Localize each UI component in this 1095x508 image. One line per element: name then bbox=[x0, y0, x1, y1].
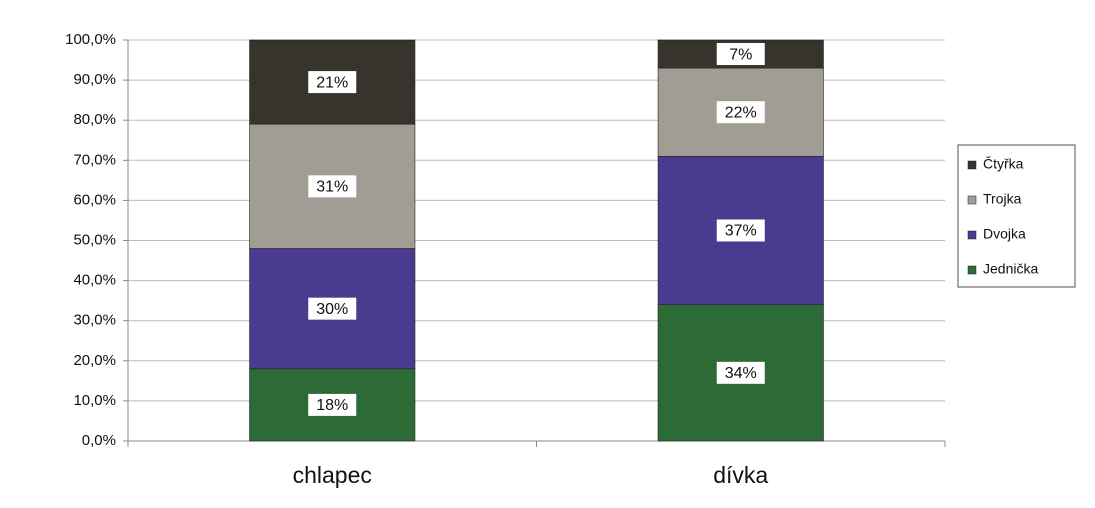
value-label: 7% bbox=[729, 46, 752, 63]
y-tick-label: 40,0% bbox=[73, 272, 116, 289]
y-tick-label: 10,0% bbox=[73, 392, 116, 409]
legend-swatch bbox=[967, 195, 977, 205]
y-tick-label: 80,0% bbox=[73, 111, 116, 128]
value-label-box bbox=[716, 219, 765, 242]
value-label-box bbox=[308, 71, 357, 94]
value-label-box bbox=[308, 297, 357, 320]
y-tick-label: 90,0% bbox=[73, 71, 116, 88]
x-tick-label: chlapec bbox=[293, 462, 372, 488]
legend-label: Dvojka bbox=[983, 226, 1026, 242]
y-tick-label: 30,0% bbox=[73, 312, 116, 329]
value-label: 34% bbox=[725, 365, 757, 382]
y-tick-label: 100,0% bbox=[65, 31, 116, 48]
legend-box bbox=[957, 144, 1076, 288]
value-label: 30% bbox=[316, 301, 348, 318]
value-label-box bbox=[308, 175, 357, 198]
value-label: 37% bbox=[725, 223, 757, 240]
legend-swatch bbox=[967, 230, 977, 240]
y-tick-label: 0,0% bbox=[82, 432, 116, 449]
value-label-box bbox=[716, 361, 765, 384]
y-tick-label: 70,0% bbox=[73, 151, 116, 168]
value-label-box bbox=[308, 393, 357, 416]
x-tick-label: dívka bbox=[713, 462, 768, 488]
legend-swatch bbox=[967, 160, 977, 170]
value-label: 21% bbox=[316, 74, 348, 91]
y-tick-label: 50,0% bbox=[73, 231, 116, 248]
y-tick-label: 60,0% bbox=[73, 191, 116, 208]
legend-label: Jednička bbox=[983, 261, 1038, 277]
legend-label: Trojka bbox=[983, 191, 1022, 207]
value-label: 31% bbox=[316, 179, 348, 196]
value-label: 18% bbox=[316, 397, 348, 414]
value-label-box bbox=[716, 101, 765, 124]
value-label-box bbox=[716, 43, 765, 66]
value-label: 22% bbox=[725, 104, 757, 121]
legend-swatch bbox=[967, 265, 977, 275]
y-tick-label: 20,0% bbox=[73, 352, 116, 369]
legend-label: Čtyřka bbox=[983, 156, 1024, 172]
